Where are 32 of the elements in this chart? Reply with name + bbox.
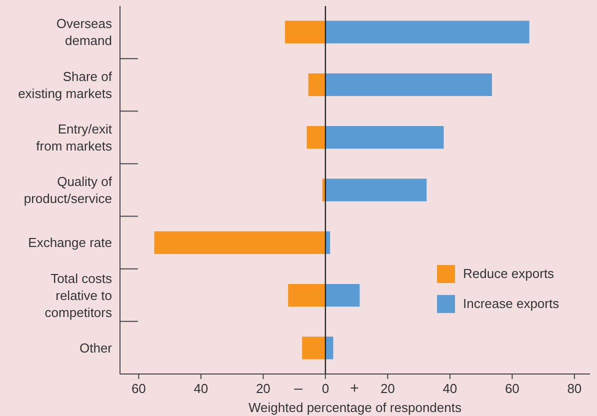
y-tick-label: Other xyxy=(79,340,113,356)
legend-label: Increase exports xyxy=(463,296,560,311)
y-tick-label: Overseas demand xyxy=(56,16,112,48)
x-tick-label: 60 xyxy=(131,381,146,396)
bar xyxy=(325,20,530,44)
legend-label: Reduce exports xyxy=(463,266,555,281)
bar xyxy=(325,73,492,96)
bar xyxy=(325,336,334,360)
x-tick-label: 40 xyxy=(442,381,458,396)
text: – xyxy=(294,380,304,397)
bar xyxy=(306,126,326,149)
x-tick-label: 0 xyxy=(322,381,330,396)
x-axis-title: Weighted percentage of respondents xyxy=(248,400,462,415)
y-tick-label: Exchange rate xyxy=(28,235,112,250)
bar xyxy=(154,231,326,254)
y-tick-label: Quality of product/service xyxy=(24,174,112,206)
x-tick-label: 60 xyxy=(504,381,520,396)
bar xyxy=(284,20,326,44)
y-tick-label: Entry/exit from markets xyxy=(36,121,112,154)
x-tick-label: 80 xyxy=(567,381,582,396)
x-tick-label: 20 xyxy=(256,381,270,396)
bar xyxy=(288,284,326,307)
x-tick-label: 40 xyxy=(194,381,208,396)
y-tick-label: Share of existing markets xyxy=(18,68,112,101)
x-tick-label: 20 xyxy=(380,381,395,396)
bar xyxy=(325,284,360,307)
bar xyxy=(325,178,427,202)
y-tick-label: Total costs relative to competitors xyxy=(44,270,112,320)
bar xyxy=(302,336,326,360)
bar xyxy=(325,126,444,149)
text: + xyxy=(350,380,360,397)
bar xyxy=(308,73,326,96)
